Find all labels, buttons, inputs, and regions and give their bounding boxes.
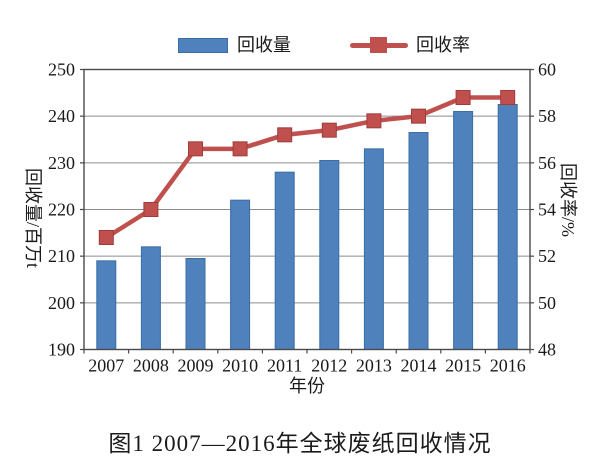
x-axis-tick-label: 2013: [356, 356, 392, 376]
square-marker: [411, 108, 426, 124]
x-axis-tick-label: 2010: [222, 356, 258, 376]
square-marker: [188, 141, 203, 157]
bar: [497, 104, 518, 350]
line-series: [104, 95, 510, 240]
left-axis-tick-label: 190: [48, 340, 75, 360]
bar: [408, 132, 429, 350]
bar-series-swatch: [178, 37, 228, 53]
bar: [319, 160, 340, 350]
legend-square-marker-glyph: [370, 37, 387, 53]
line-series-swatch: [350, 36, 408, 54]
legend-label-recovery-volume: 回收量: [237, 35, 291, 55]
right-axis-tick-label: 50: [538, 293, 556, 313]
left-axis-tick-label: 200: [48, 293, 75, 313]
figure-caption: 图1 2007—2016年全球废纸回收情况: [108, 431, 492, 456]
bar: [230, 199, 251, 350]
square-marker: [143, 202, 159, 217]
left-axis-tick-label: 210: [48, 246, 75, 266]
right-axis-tick-label: 60: [538, 60, 556, 80]
square-marker: [455, 90, 471, 105]
x-axis-title: 年份: [289, 376, 325, 396]
left-axis-title: 回收量/百万t: [23, 167, 43, 269]
left-axis-tick-label: 220: [48, 200, 75, 220]
right-axis-tick-label: 54: [538, 200, 556, 220]
bar: [274, 171, 295, 350]
x-axis-tick-label: 2016: [490, 356, 526, 376]
x-axis-tick-label: 2009: [178, 356, 214, 376]
square-marker: [277, 127, 293, 143]
square-marker: [500, 90, 516, 105]
x-axis-tick-label: 2014: [401, 356, 437, 376]
legend-item-recovery-volume: 回收量: [178, 30, 291, 60]
x-axis-tick-label: 2011: [267, 356, 302, 376]
square-marker: [232, 141, 248, 157]
x-axis-tick-label: 2015: [445, 356, 481, 376]
legend-label-recovery-rate: 回收率: [416, 35, 470, 55]
chart-legend: 回收量 回收率: [0, 30, 600, 60]
bar: [185, 258, 206, 350]
bar: [453, 111, 474, 350]
right-axis-tick-label: 48: [538, 340, 556, 360]
square-marker: [366, 113, 382, 129]
right-axis-tick-label: 58: [538, 106, 556, 126]
right-axis-tick-label: 56: [538, 153, 556, 173]
left-axis-tick-label: 230: [48, 153, 75, 173]
bar: [363, 148, 384, 350]
square-marker: [98, 230, 114, 245]
square-marker: [321, 122, 337, 138]
left-axis-tick-label: 250: [48, 60, 75, 80]
x-axis-tick-label: 2012: [311, 356, 347, 376]
x-axis-tick-label: 2008: [133, 356, 169, 376]
bar: [140, 246, 161, 350]
right-axis-title: 回收率/%: [558, 163, 578, 237]
x-axis-tick-label: 2007: [88, 356, 124, 376]
legend-item-recovery-rate: 回收率: [350, 30, 470, 60]
left-axis-tick-label: 240: [48, 106, 75, 126]
bar: [96, 260, 117, 351]
right-axis-tick-label: 52: [538, 246, 556, 266]
